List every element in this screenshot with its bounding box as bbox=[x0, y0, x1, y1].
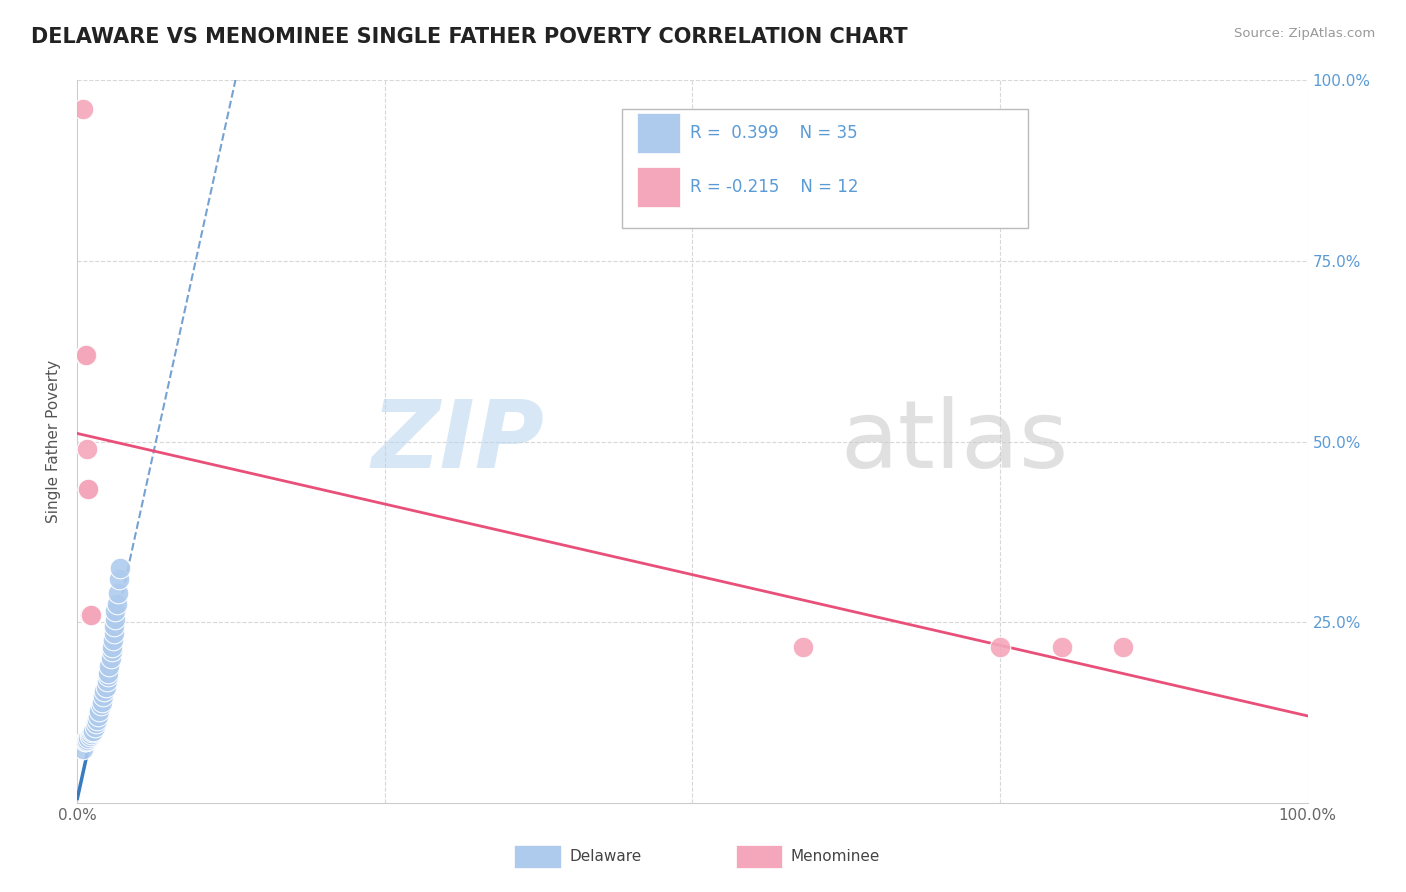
Point bbox=[72, 102, 94, 116]
Point bbox=[97, 665, 120, 680]
Point bbox=[90, 698, 112, 713]
Point bbox=[103, 619, 125, 633]
Point bbox=[988, 640, 1011, 655]
Text: R = -0.215    N = 12: R = -0.215 N = 12 bbox=[690, 178, 859, 196]
Point bbox=[77, 731, 100, 745]
Point bbox=[77, 482, 100, 496]
Bar bbox=[735, 845, 782, 868]
Point bbox=[1112, 640, 1135, 655]
Point bbox=[792, 640, 814, 655]
Point bbox=[90, 695, 114, 709]
Text: ZIP: ZIP bbox=[373, 395, 546, 488]
Point bbox=[79, 607, 101, 622]
Point bbox=[86, 713, 108, 727]
Bar bbox=[623, 109, 1028, 228]
Point bbox=[103, 626, 125, 640]
Point bbox=[84, 716, 107, 731]
Text: atlas: atlas bbox=[841, 395, 1069, 488]
Bar bbox=[515, 845, 561, 868]
Point bbox=[104, 604, 127, 618]
Text: R =  0.399    N = 35: R = 0.399 N = 35 bbox=[690, 124, 858, 142]
Point bbox=[107, 586, 129, 600]
Point bbox=[80, 607, 103, 622]
Point bbox=[75, 348, 97, 362]
Text: DELAWARE VS MENOMINEE SINGLE FATHER POVERTY CORRELATION CHART: DELAWARE VS MENOMINEE SINGLE FATHER POVE… bbox=[31, 27, 907, 46]
Point bbox=[73, 734, 96, 748]
Text: Source: ZipAtlas.com: Source: ZipAtlas.com bbox=[1234, 27, 1375, 40]
Point bbox=[87, 709, 110, 723]
Point bbox=[108, 572, 131, 586]
Point bbox=[97, 669, 120, 683]
Y-axis label: Single Father Poverty: Single Father Poverty bbox=[46, 360, 62, 523]
Point bbox=[101, 644, 124, 658]
Point bbox=[76, 442, 98, 456]
Point bbox=[104, 611, 127, 625]
Text: Menominee: Menominee bbox=[792, 849, 880, 863]
Point bbox=[76, 733, 98, 747]
Point bbox=[94, 680, 117, 694]
Text: Delaware: Delaware bbox=[569, 849, 641, 863]
Point bbox=[96, 674, 118, 689]
Point bbox=[105, 597, 128, 611]
Point bbox=[89, 704, 111, 718]
Point bbox=[72, 741, 94, 756]
Point bbox=[83, 720, 105, 734]
Point bbox=[79, 729, 101, 743]
Point bbox=[77, 482, 100, 496]
Point bbox=[91, 689, 114, 703]
Point bbox=[73, 348, 96, 362]
Point bbox=[82, 723, 104, 738]
Point bbox=[101, 633, 124, 648]
Point bbox=[75, 734, 97, 748]
Point bbox=[82, 725, 104, 739]
Point bbox=[101, 640, 124, 655]
Point bbox=[93, 683, 115, 698]
Bar bbox=[637, 112, 681, 153]
Bar bbox=[637, 167, 681, 207]
Point bbox=[98, 658, 121, 673]
Point bbox=[1050, 640, 1073, 655]
Point bbox=[80, 727, 103, 741]
Point bbox=[110, 561, 132, 575]
Point bbox=[100, 651, 122, 665]
